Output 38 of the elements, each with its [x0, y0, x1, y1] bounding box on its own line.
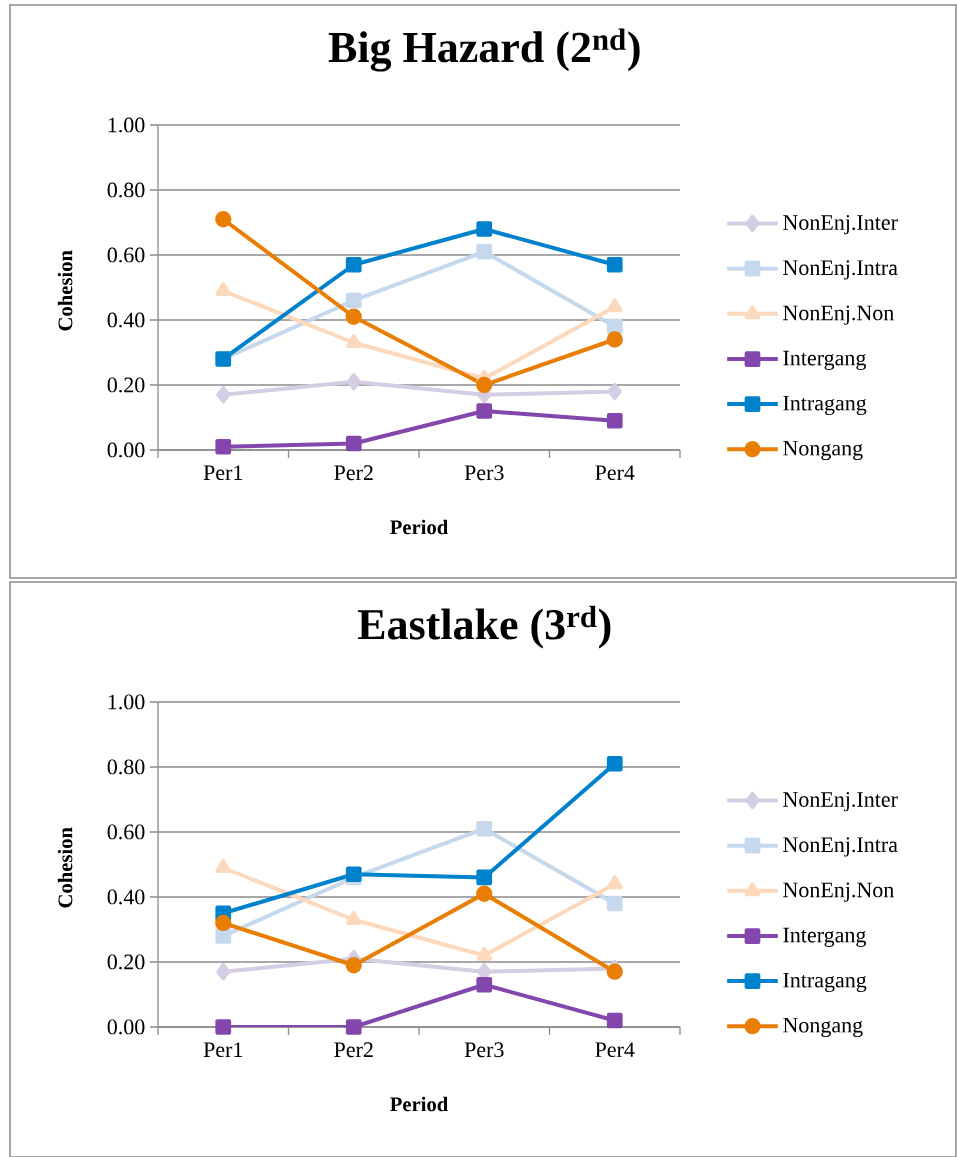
- legend-label: Intragang: [783, 395, 867, 416]
- legend-label: Intergang: [783, 350, 866, 370]
- chart-title: Eastlake (3$^{rd}$): [357, 605, 611, 649]
- x-tick-label: Per1: [203, 1042, 243, 1058]
- y-tick-label: 0.60: [107, 247, 145, 263]
- legend-label: NonEnj.Non: [783, 305, 894, 325]
- y-tick-label: 0.20: [107, 954, 145, 970]
- legend-label: NonEnj.Non: [783, 882, 894, 902]
- y-tick-label: 0.80: [107, 182, 145, 198]
- legend-label: Nongang: [783, 440, 863, 461]
- x-tick-label: Per2: [334, 465, 373, 481]
- y-tick-label: 0.80: [107, 759, 145, 775]
- y-tick-label: 1.00: [108, 117, 145, 133]
- x-tick-label: Per4: [595, 465, 635, 481]
- y-tick-label: 0.40: [107, 312, 145, 328]
- legend-label: Intergang: [783, 927, 866, 947]
- legend-label: NonEnj.Inter: [783, 792, 898, 812]
- y-tick-label: 0.00: [107, 1019, 145, 1035]
- y-axis-title: Cohesion: [57, 250, 73, 331]
- x-tick-label: Per1: [203, 465, 243, 481]
- y-tick-label: 0.60: [107, 824, 145, 840]
- legend-label: NonEnj.Intra: [783, 260, 898, 280]
- legend-label: NonEnj.Intra: [783, 837, 898, 857]
- x-tick-label: Per3: [464, 465, 504, 481]
- y-axis-title: Cohesion: [57, 827, 73, 908]
- y-tick-label: 0.20: [107, 377, 145, 393]
- y-tick-label: 1.00: [108, 694, 145, 710]
- x-tick-label: Per3: [464, 1042, 504, 1058]
- x-tick-label: Per4: [595, 1042, 635, 1058]
- legend-label: Intragang: [783, 972, 867, 993]
- x-axis-title: Period: [390, 1096, 449, 1112]
- legend-label: Nongang: [783, 1017, 863, 1038]
- y-tick-label: 0.00: [107, 442, 145, 458]
- x-tick-label: Per2: [334, 1042, 373, 1058]
- x-axis-title: Period: [390, 519, 449, 535]
- legend-label: NonEnj.Inter: [783, 215, 898, 235]
- y-tick-label: 0.40: [107, 889, 145, 905]
- chart-title: Big Hazard (2$^{nd}$): [328, 28, 640, 72]
